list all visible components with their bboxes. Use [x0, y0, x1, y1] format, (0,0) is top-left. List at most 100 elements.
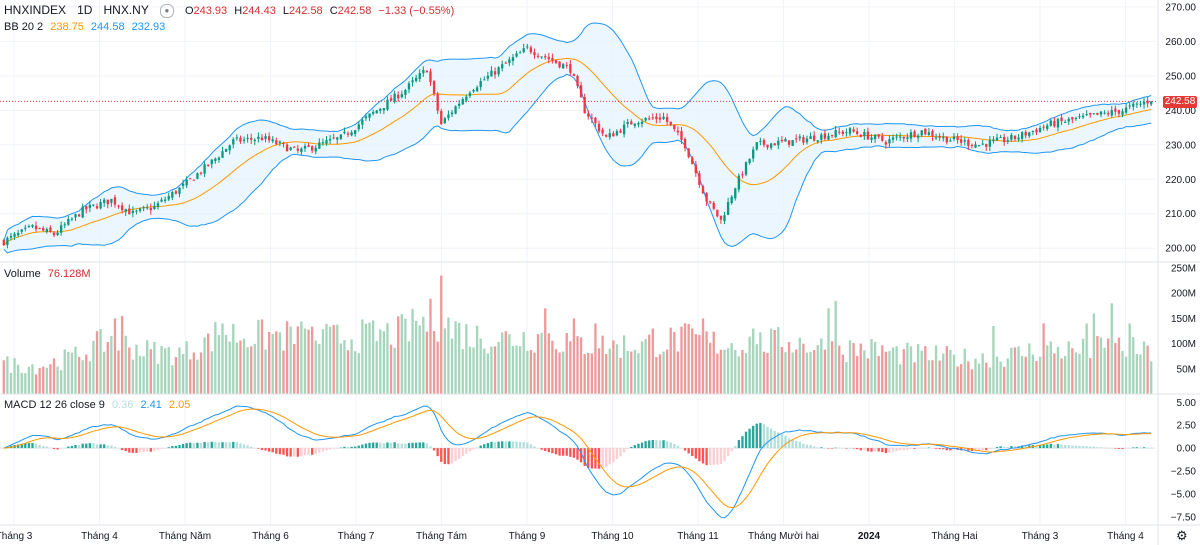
macd-hist-bar [214, 441, 217, 449]
candle [246, 134, 249, 143]
candle [314, 145, 317, 155]
time-tick-label: Tháng Hai [931, 531, 977, 542]
macd-hist-bar [203, 441, 206, 449]
price-axis[interactable]: 270.00 260.00 250.00 240.00 230.00 220.00 210.… [1165, 2, 1196, 254]
macd-legend[interactable]: MACD 12 26 close 9 0.36 2.41 2.05 [4, 398, 194, 412]
candle-body [70, 218, 74, 220]
gear-icon[interactable]: ⚙ [1176, 528, 1188, 543]
candle-body [59, 225, 63, 233]
macd-hist-bar [275, 448, 278, 454]
macd-line [3, 405, 1152, 519]
macd-hist-bar [705, 448, 708, 466]
macd-hist-bar [938, 448, 941, 450]
volume-bar [167, 347, 170, 394]
candle-body [501, 64, 504, 69]
candle [823, 129, 827, 141]
volume-bar [192, 352, 195, 394]
volume-bar [285, 321, 289, 394]
candle [891, 134, 895, 144]
macd-hist-bar [77, 445, 81, 449]
macd-hist-bar [773, 430, 776, 449]
candle-body [716, 209, 719, 217]
macd-hist-bar [371, 442, 375, 449]
candle [375, 110, 378, 114]
eye-icon[interactable]: ● [159, 4, 174, 19]
candle [465, 94, 468, 103]
macd-hist-bar [508, 441, 511, 449]
macd-hist-bar [852, 448, 855, 449]
symbol-name[interactable]: HNXINDEX [4, 3, 67, 17]
candle-body [1056, 119, 1060, 128]
candle-body [816, 140, 819, 142]
candle-body [303, 145, 307, 149]
candle-body [203, 164, 206, 174]
volume-bar [346, 350, 350, 394]
candle [264, 133, 267, 143]
volume-bar [81, 360, 84, 394]
exchange-label[interactable]: HNX.NY [103, 3, 149, 17]
candle [1053, 117, 1056, 128]
candle [336, 136, 339, 144]
macd-hist-bar [812, 446, 816, 449]
bb-legend[interactable]: BB 20 2 238.75 244.58 232.93 [4, 20, 169, 34]
volume-bar [637, 353, 640, 394]
volume-bar [658, 354, 662, 394]
volume-bar [870, 339, 873, 394]
interval-label[interactable]: 1D [77, 3, 93, 17]
candle [759, 137, 762, 146]
candle-body [149, 208, 152, 211]
candle-body [232, 139, 235, 145]
macd-hist-bar [823, 448, 827, 449]
macd-hist-bar [841, 448, 845, 449]
volume-bar [626, 350, 629, 394]
candle [909, 129, 913, 143]
candle [705, 192, 708, 206]
bb-lower-value: 232.93 [131, 21, 166, 33]
macd-hist-bar [891, 448, 895, 452]
candle-body [1081, 115, 1085, 118]
macd-hist-bar [1067, 445, 1070, 449]
candle [1124, 103, 1128, 115]
volume-bar [393, 347, 396, 394]
volume-bar [146, 340, 149, 394]
volume-bar [515, 345, 518, 394]
candle-body [1013, 135, 1017, 140]
macd-hist-bar [382, 443, 386, 449]
volume-bar [805, 352, 809, 394]
candle-body [418, 73, 421, 80]
time-axis[interactable]: Tháng 3 Tháng 4 Tháng Năm Tháng 6 Tháng 7 Thá… [0, 531, 1144, 542]
volume-bar [458, 322, 461, 394]
volume-bar [540, 332, 543, 394]
candle [181, 179, 185, 190]
volume-bar [120, 315, 124, 394]
macd-hist-bar [103, 444, 106, 449]
candle [673, 124, 676, 132]
candle [870, 134, 873, 143]
volume-bar [522, 332, 525, 394]
candle-body [85, 206, 88, 210]
candle-body [361, 119, 364, 125]
volume-bar [597, 348, 601, 394]
macd-hist-bar [626, 448, 629, 450]
candle [999, 134, 1002, 139]
candle [766, 144, 769, 150]
candle [569, 60, 572, 77]
macd-axis[interactable]: 5.00 2.50 0.00 −2.50 −5.00 −7.50 [1171, 398, 1197, 523]
candle-body [518, 52, 522, 54]
macd-hist-bar [131, 448, 135, 453]
volume-bar [300, 321, 303, 394]
candle [834, 125, 837, 139]
candle [1150, 100, 1153, 107]
volume-bar [622, 335, 626, 394]
candle-body [386, 99, 389, 110]
candle [207, 164, 210, 167]
macd-hist-bar [1013, 446, 1017, 449]
volume-axis[interactable]: 250M 200M 150M 100M 50M [1171, 264, 1196, 376]
candle [522, 43, 525, 54]
volume-legend[interactable]: Volume 76.128M [4, 267, 95, 281]
volume-bar [242, 338, 246, 394]
macd-hist-bar [239, 443, 242, 449]
volume-tick-label: 200M [1171, 289, 1196, 300]
